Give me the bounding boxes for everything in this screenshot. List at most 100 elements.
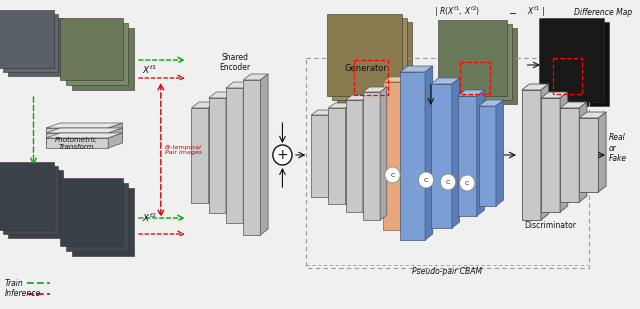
Polygon shape	[363, 95, 369, 212]
Polygon shape	[209, 92, 234, 98]
Circle shape	[385, 167, 400, 183]
Polygon shape	[72, 188, 134, 256]
Polygon shape	[475, 105, 481, 202]
Polygon shape	[496, 100, 504, 206]
Polygon shape	[579, 118, 598, 192]
Polygon shape	[328, 110, 335, 197]
Polygon shape	[400, 66, 433, 72]
Polygon shape	[431, 84, 452, 228]
Polygon shape	[46, 133, 108, 143]
Polygon shape	[541, 84, 548, 220]
Polygon shape	[479, 100, 504, 106]
Polygon shape	[3, 14, 58, 72]
Bar	[355, 60, 388, 95]
Text: $X^{t1}\ |$: $X^{t1}\ |$	[527, 5, 545, 19]
Text: Generator: Generator	[345, 64, 388, 73]
Polygon shape	[0, 162, 54, 230]
Polygon shape	[383, 77, 411, 82]
Polygon shape	[243, 74, 268, 80]
Polygon shape	[311, 115, 328, 197]
Polygon shape	[311, 110, 335, 115]
Text: Inference: Inference	[4, 290, 41, 298]
Polygon shape	[66, 23, 128, 85]
Polygon shape	[425, 66, 433, 240]
Bar	[554, 58, 582, 94]
Polygon shape	[346, 95, 369, 100]
Polygon shape	[452, 78, 460, 228]
Polygon shape	[539, 18, 604, 102]
Polygon shape	[477, 90, 484, 216]
Bar	[460, 62, 490, 94]
Polygon shape	[400, 72, 425, 240]
Polygon shape	[328, 14, 402, 96]
Polygon shape	[458, 96, 477, 216]
Polygon shape	[383, 82, 404, 230]
Polygon shape	[560, 92, 568, 212]
Polygon shape	[3, 166, 58, 234]
Polygon shape	[541, 92, 568, 98]
Polygon shape	[60, 18, 122, 80]
Polygon shape	[243, 82, 251, 223]
Polygon shape	[433, 87, 440, 220]
Text: Discriminator: Discriminator	[525, 221, 577, 230]
Text: Bi-temporal
Pair Images: Bi-temporal Pair Images	[164, 145, 202, 155]
Text: $X^{t2}$: $X^{t2}$	[141, 212, 157, 224]
Polygon shape	[541, 98, 560, 212]
Text: Difference Map: Difference Map	[575, 7, 633, 16]
Polygon shape	[448, 28, 517, 104]
Polygon shape	[226, 82, 251, 88]
Polygon shape	[413, 92, 433, 220]
Polygon shape	[598, 112, 606, 192]
Polygon shape	[8, 170, 63, 238]
Polygon shape	[46, 133, 122, 138]
Text: $X^{t1}$: $X^{t1}$	[141, 64, 157, 76]
Text: $|\ R(X^{t1},\,X^{t2})$: $|\ R(X^{t1},\,X^{t2})$	[434, 5, 480, 19]
Polygon shape	[226, 92, 234, 213]
Polygon shape	[560, 108, 579, 202]
Polygon shape	[522, 84, 548, 90]
Polygon shape	[8, 18, 63, 76]
Polygon shape	[46, 138, 108, 148]
Text: C: C	[390, 172, 395, 177]
Polygon shape	[460, 105, 481, 110]
Text: Photometric
Transform: Photometric Transform	[55, 137, 98, 150]
Polygon shape	[337, 22, 412, 104]
Polygon shape	[363, 87, 387, 92]
Polygon shape	[72, 28, 134, 90]
Polygon shape	[46, 128, 122, 133]
Circle shape	[460, 175, 475, 191]
Polygon shape	[332, 18, 407, 100]
Polygon shape	[108, 133, 122, 148]
Circle shape	[440, 174, 456, 190]
Text: Shared
Encoder: Shared Encoder	[219, 53, 250, 72]
Polygon shape	[243, 80, 260, 235]
Polygon shape	[209, 98, 226, 213]
Polygon shape	[328, 108, 346, 204]
Polygon shape	[438, 97, 463, 102]
Polygon shape	[226, 88, 243, 223]
Polygon shape	[328, 103, 353, 108]
Polygon shape	[579, 102, 587, 202]
Polygon shape	[438, 102, 456, 210]
Polygon shape	[108, 128, 122, 143]
Polygon shape	[209, 102, 216, 203]
Circle shape	[273, 145, 292, 165]
Polygon shape	[260, 74, 268, 235]
Polygon shape	[522, 90, 541, 220]
Text: C: C	[446, 180, 451, 184]
Text: C: C	[424, 177, 428, 183]
Polygon shape	[46, 123, 122, 128]
Polygon shape	[380, 87, 387, 220]
Polygon shape	[60, 178, 122, 246]
Polygon shape	[404, 77, 411, 230]
Polygon shape	[0, 10, 54, 68]
Polygon shape	[191, 108, 209, 203]
Polygon shape	[438, 20, 508, 96]
Polygon shape	[456, 97, 463, 210]
Circle shape	[419, 172, 434, 188]
Text: Train: Train	[4, 278, 24, 287]
Polygon shape	[413, 87, 440, 92]
Polygon shape	[346, 103, 353, 204]
Text: Pseudo-pair CBAM: Pseudo-pair CBAM	[412, 268, 482, 277]
Polygon shape	[191, 102, 216, 108]
